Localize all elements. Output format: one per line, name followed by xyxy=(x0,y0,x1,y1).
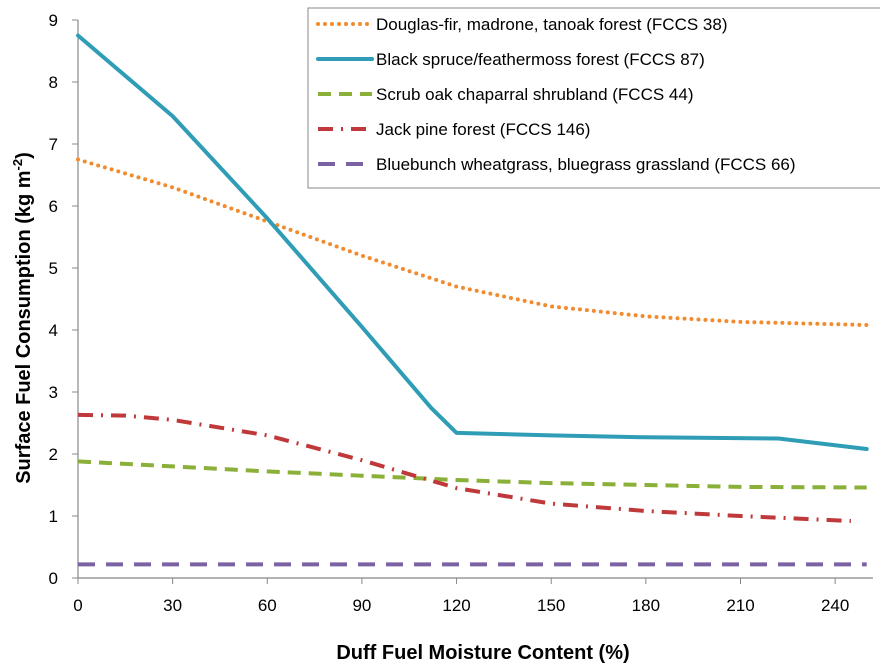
y-tick-label: 4 xyxy=(49,321,58,340)
x-tick-label: 30 xyxy=(163,596,182,615)
legend-box xyxy=(307,7,880,189)
legend-label-1: Douglas-fir, madrone, tanoak forest (FCC… xyxy=(376,15,727,34)
legend-label-5: Bluebunch wheatgrass, bluegrass grasslan… xyxy=(376,155,796,174)
y-tick-label: 6 xyxy=(49,197,58,216)
series-line-2 xyxy=(76,33,869,451)
legend: Douglas-fir, madrone, tanoak forest (FCC… xyxy=(307,7,880,189)
axes xyxy=(72,19,873,584)
x-tick-label: 180 xyxy=(632,596,660,615)
series-layer xyxy=(76,33,869,567)
y-axis-title: Surface Fuel Consumption (kg m-2) xyxy=(10,152,35,484)
svg-text:Surface Fuel Consumption (kg m: Surface Fuel Consumption (kg m-2) xyxy=(10,152,35,484)
x-axis-title: Duff Fuel Moisture Content (%) xyxy=(336,642,629,664)
y-tick-label: 1 xyxy=(49,507,58,526)
y-axis-title-main: Surface Fuel Consumption (kg m xyxy=(13,170,35,483)
x-tick-label: 150 xyxy=(537,596,565,615)
x-tick-label: 240 xyxy=(821,596,849,615)
series-line-4 xyxy=(77,412,851,523)
y-tick-label: 9 xyxy=(49,11,58,30)
y-tick-label: 7 xyxy=(49,135,58,154)
legend-label-4: Jack pine forest (FCCS 146) xyxy=(376,120,590,139)
series-line-3 xyxy=(77,459,867,490)
y-tick-label: 2 xyxy=(49,445,58,464)
x-tick-label: 0 xyxy=(73,596,82,615)
x-tick-label: 120 xyxy=(442,596,470,615)
y-tick-label: 0 xyxy=(49,569,58,588)
x-tick-label: 60 xyxy=(258,596,277,615)
series-line-1 xyxy=(76,157,869,327)
y-axis-title-close: ) xyxy=(13,152,35,159)
y-tick-label: 5 xyxy=(49,259,58,278)
x-tick-label: 210 xyxy=(726,596,754,615)
x-tick-label: 90 xyxy=(352,596,371,615)
legend-label-3: Scrub oak chaparral shrubland (FCCS 44) xyxy=(376,85,693,104)
y-tick-label: 3 xyxy=(49,383,58,402)
y-axis-title-superscript: -2 xyxy=(10,159,25,171)
y-tick-label: 8 xyxy=(49,73,58,92)
legend-label-2: Black spruce/feathermoss forest (FCCS 87… xyxy=(376,50,705,69)
